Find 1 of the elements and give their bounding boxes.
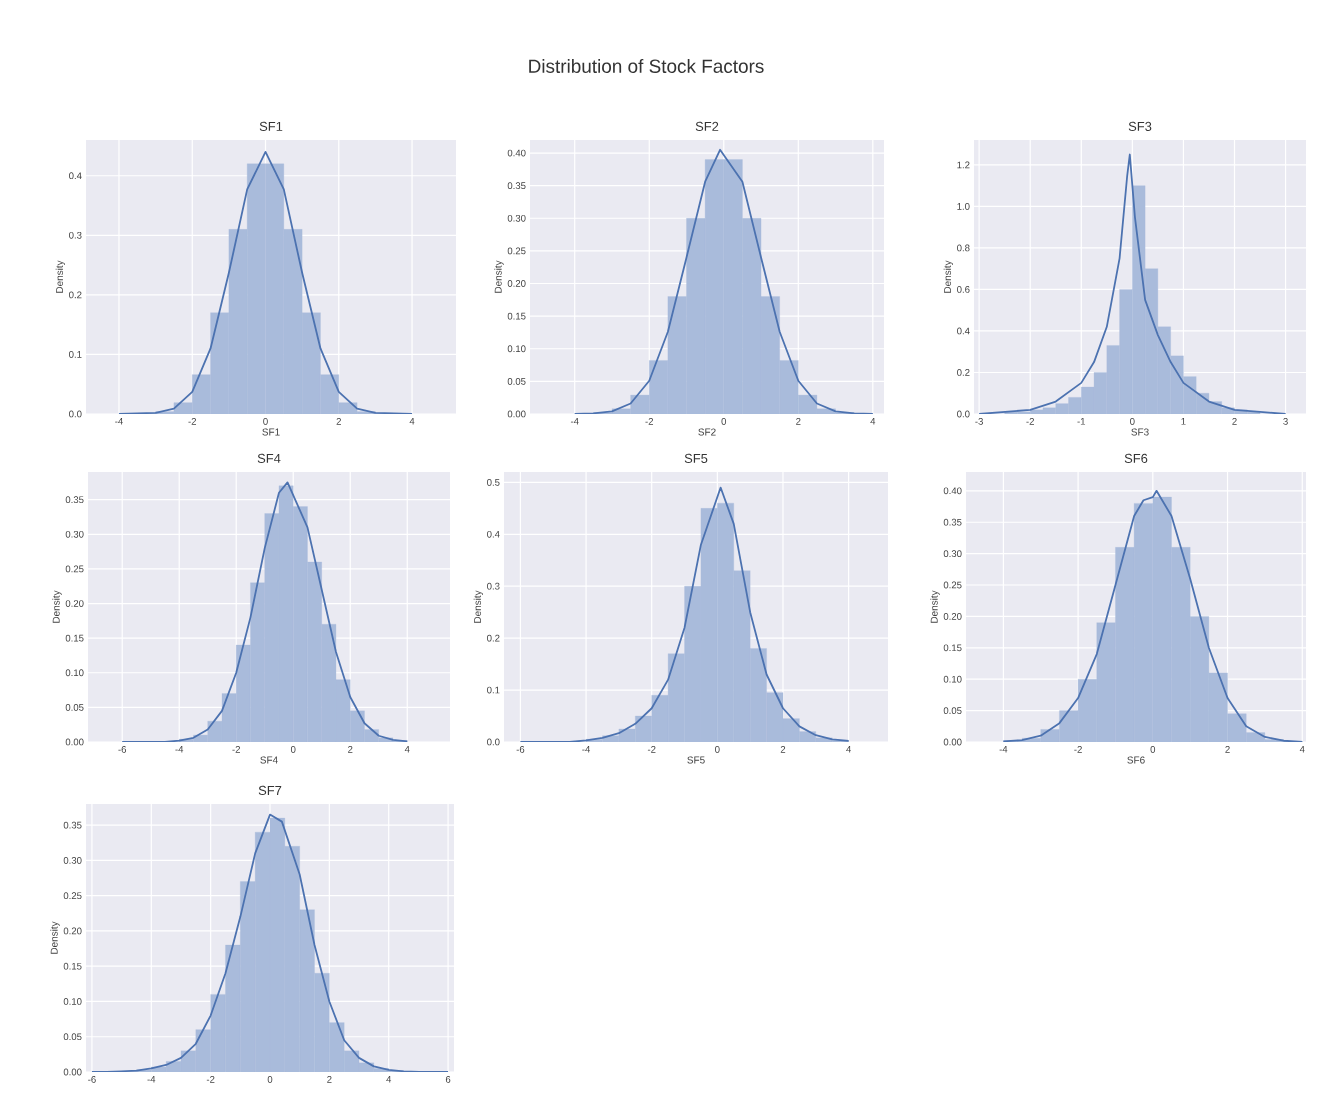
text: Distribution of Stock Factors: [529, 59, 764, 73]
